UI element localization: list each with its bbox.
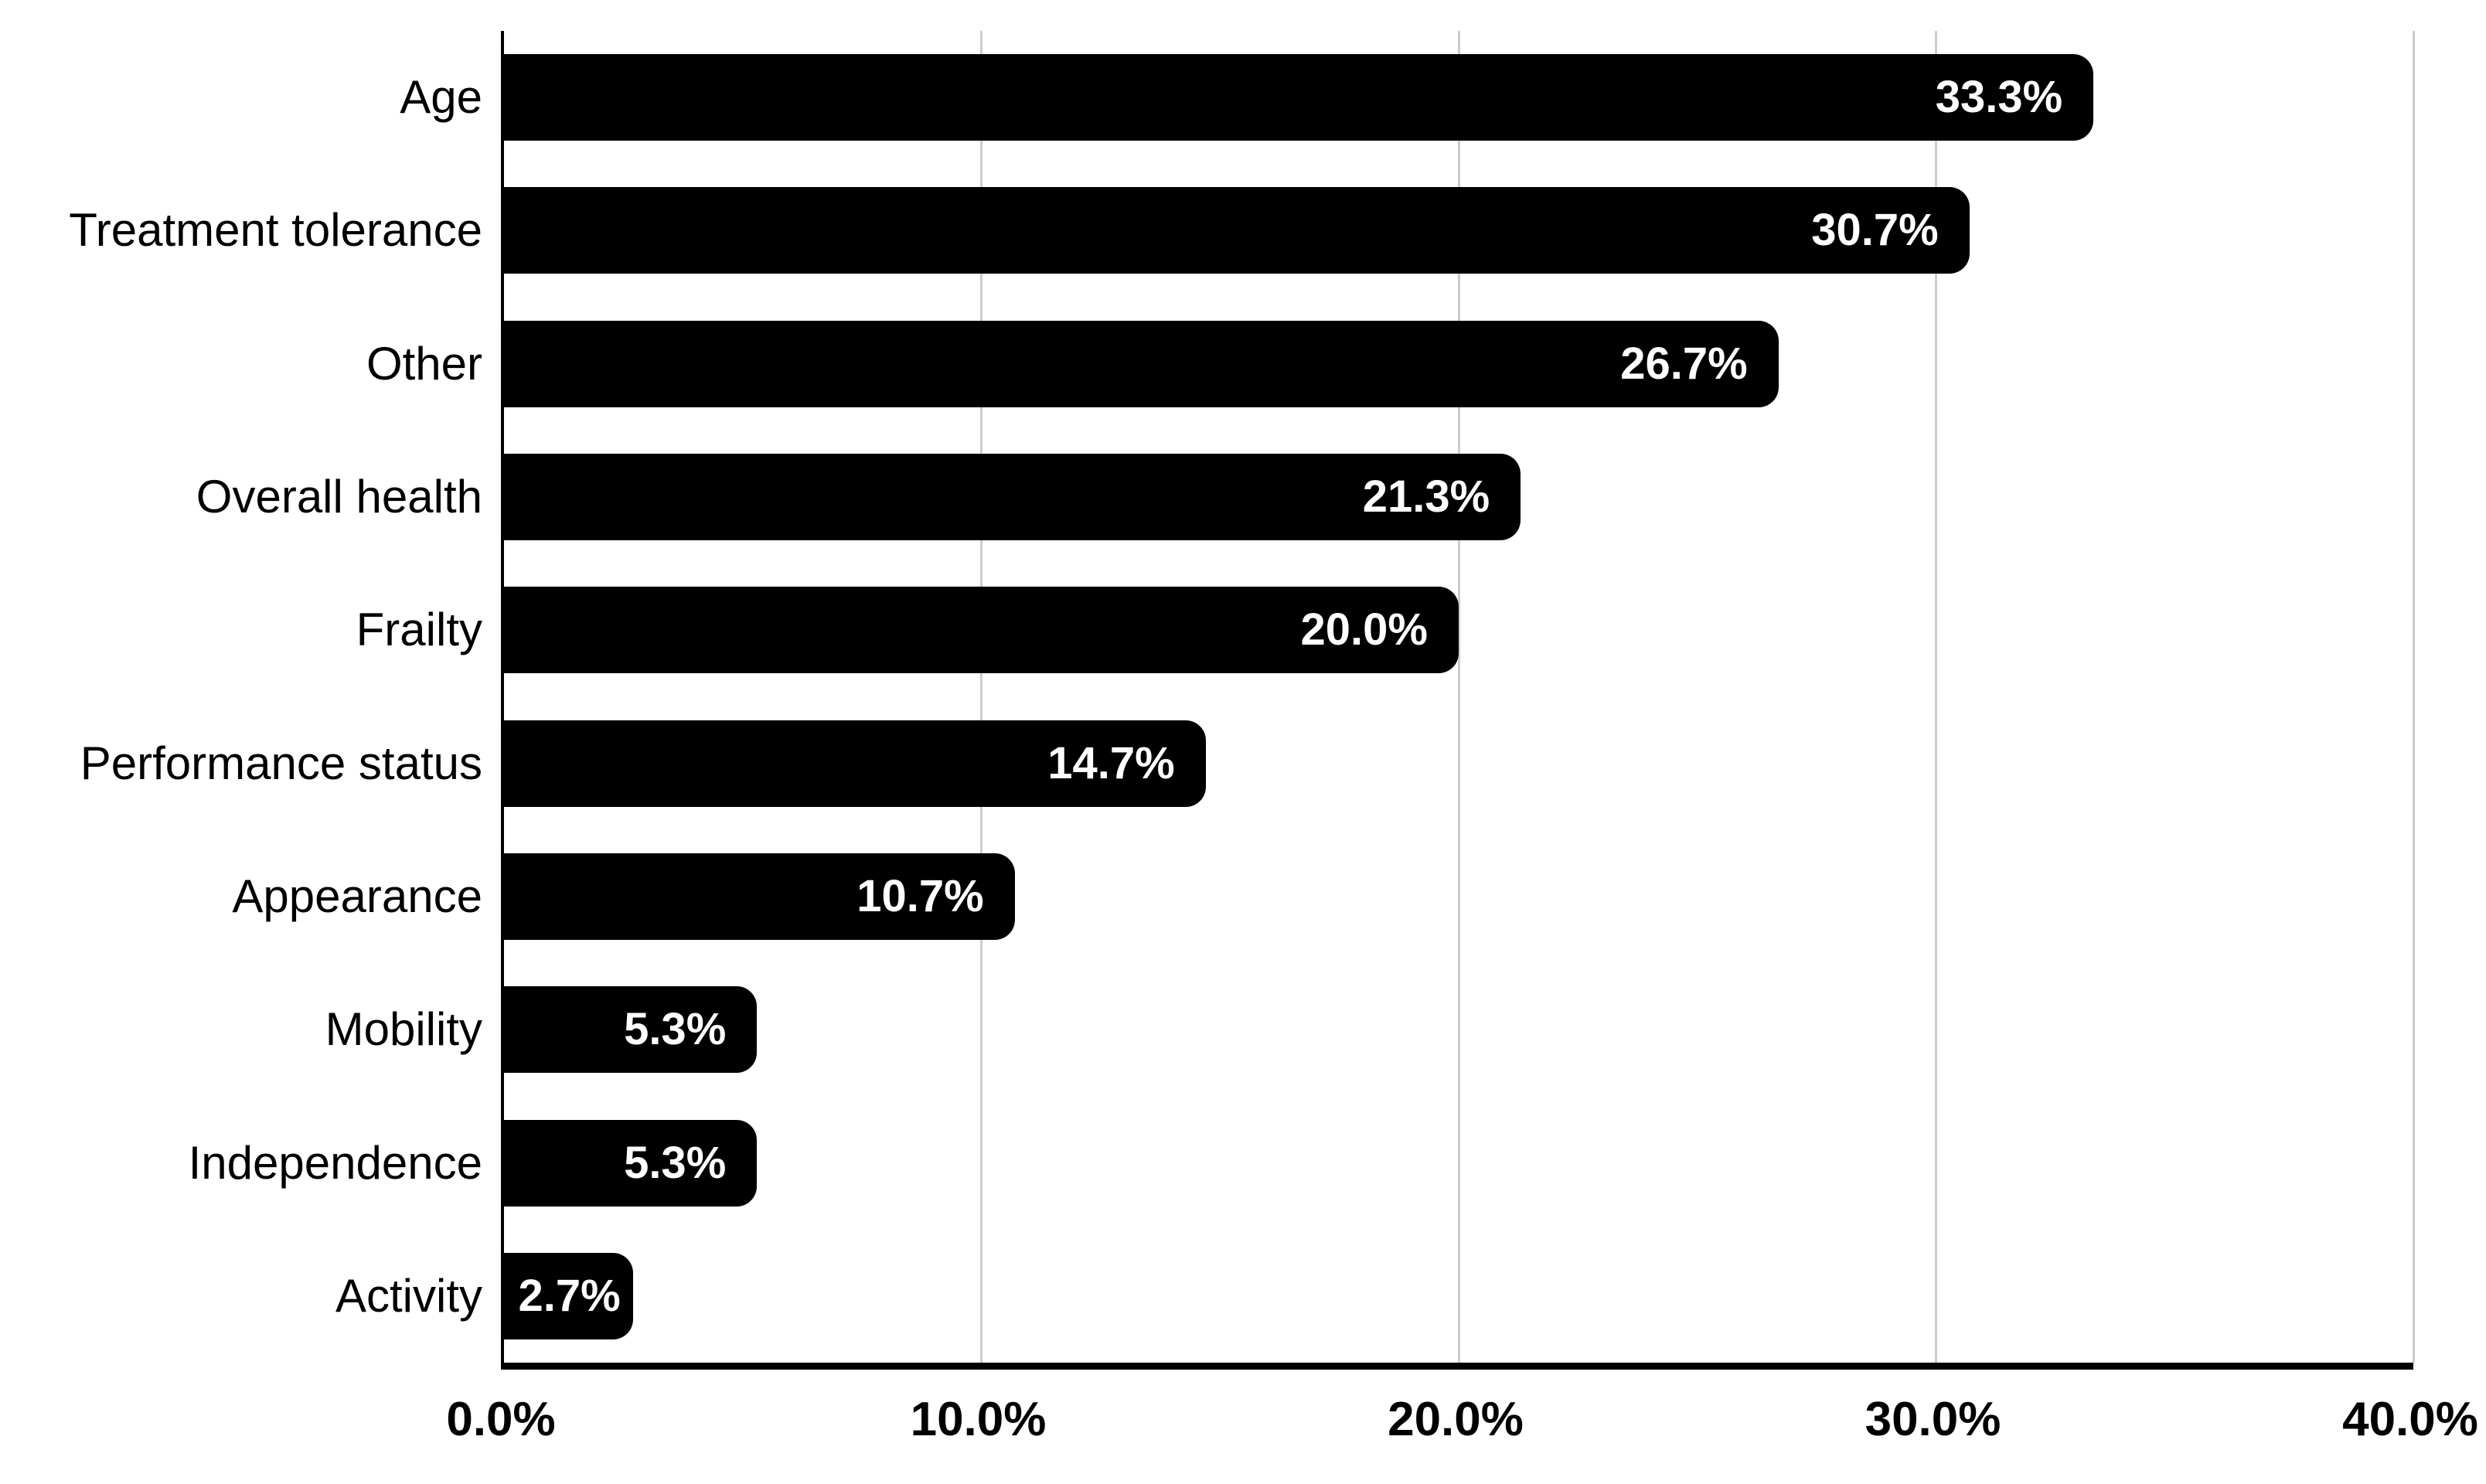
- bar-row: Overall health 21.3%: [196, 431, 2413, 563]
- bar-row: Frailty 20.0%: [356, 563, 2413, 696]
- category-label: Activity: [335, 1269, 482, 1322]
- bar-row: Other 26.7%: [366, 298, 2413, 431]
- bar: 21.3%: [504, 454, 1521, 541]
- x-tick-label: 0.0%: [446, 1393, 556, 1446]
- category-label: Age: [400, 71, 482, 124]
- bar-rows: Age 33.3% Treatment tolerance 30.7% Other 26.…: [69, 31, 2413, 1363]
- bar: 20.0%: [504, 587, 1459, 674]
- category-label: Overall health: [196, 471, 482, 523]
- bar-row: Mobility 5.3%: [325, 963, 2413, 1096]
- bar-row: Appearance 10.7%: [232, 830, 2413, 963]
- bar-value-label: 21.3%: [1362, 471, 1490, 522]
- bar: 33.3%: [504, 54, 2094, 141]
- category-label: Other: [366, 337, 482, 390]
- x-axis: 0.0% 10.0% 20.0% 30.0% 40.0%: [446, 1393, 2478, 1458]
- bar: 2.7%: [504, 1252, 633, 1339]
- bar-value-label: 30.7%: [1811, 205, 1939, 256]
- category-label: Appearance: [232, 870, 482, 922]
- x-tick-label: 30.0%: [1864, 1393, 2001, 1446]
- bar: 26.7%: [504, 320, 1779, 407]
- bar-value-label: 10.7%: [856, 870, 984, 921]
- bar-value-label: 20.0%: [1300, 604, 1428, 655]
- x-tick-label: 10.0%: [910, 1393, 1047, 1446]
- bar-row: Activity 2.7%: [335, 1230, 2413, 1363]
- bar: 14.7%: [504, 720, 1206, 807]
- x-tick-label: 40.0%: [2342, 1393, 2478, 1446]
- gridline: [1935, 31, 1937, 1363]
- bar: 5.3%: [504, 1119, 758, 1207]
- category-label: Performance status: [80, 737, 482, 789]
- bar-row: Independence 5.3%: [189, 1096, 2413, 1229]
- bar: 10.7%: [504, 853, 1015, 940]
- bar-row: Age 33.3%: [400, 31, 2413, 164]
- gridline: [980, 31, 982, 1363]
- bar-value-label: 26.7%: [1620, 338, 1748, 389]
- bar-value-label: 33.3%: [1935, 72, 2063, 123]
- gridline: [1457, 31, 1460, 1363]
- category-label: Treatment tolerance: [69, 204, 482, 257]
- category-label: Independence: [188, 1136, 482, 1189]
- bar-value-label: 5.3%: [624, 1004, 727, 1055]
- plot-area: Age 33.3% Treatment tolerance 30.7% Other 26.…: [69, 31, 2415, 1370]
- bar-value-label: 5.3%: [624, 1137, 727, 1188]
- gridline: [2412, 31, 2415, 1363]
- category-label: Mobility: [325, 1003, 482, 1056]
- category-label: Frailty: [356, 604, 482, 656]
- bar-row: Performance status 14.7%: [80, 696, 2413, 829]
- bar-value-label: 14.7%: [1047, 737, 1175, 788]
- bar-value-label: 2.7%: [518, 1270, 621, 1321]
- bar: 5.3%: [504, 986, 758, 1074]
- x-tick-label: 20.0%: [1388, 1393, 1524, 1446]
- bar-row: Treatment tolerance 30.7%: [69, 164, 2413, 297]
- bar: 30.7%: [504, 187, 1970, 274]
